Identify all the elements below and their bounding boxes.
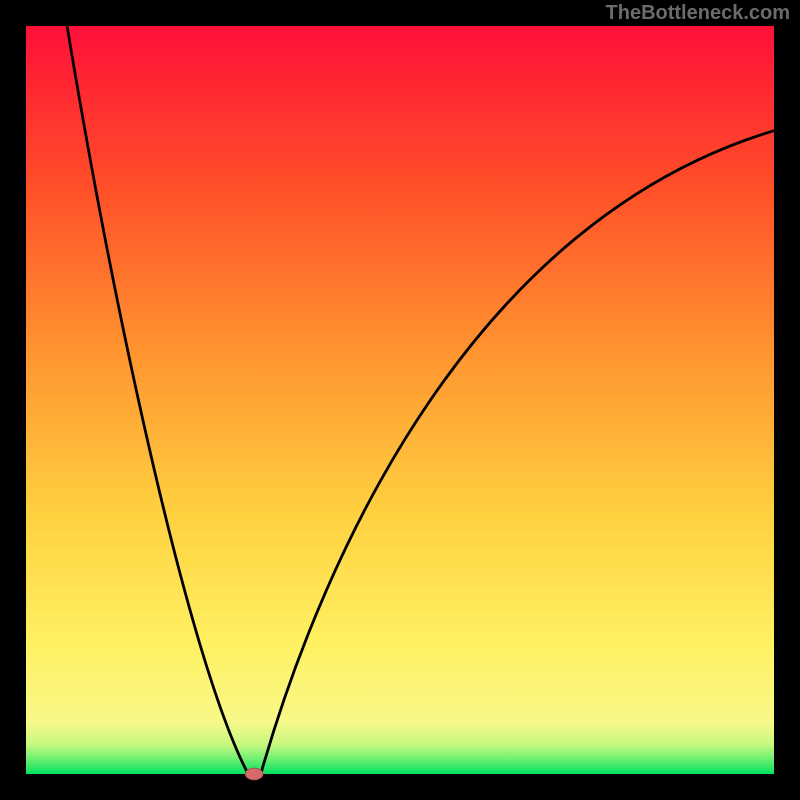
chart-svg xyxy=(0,0,800,800)
valley-marker xyxy=(245,768,263,780)
chart-root: TheBottleneck.com xyxy=(0,0,800,800)
watermark-label: TheBottleneck.com xyxy=(606,2,790,25)
